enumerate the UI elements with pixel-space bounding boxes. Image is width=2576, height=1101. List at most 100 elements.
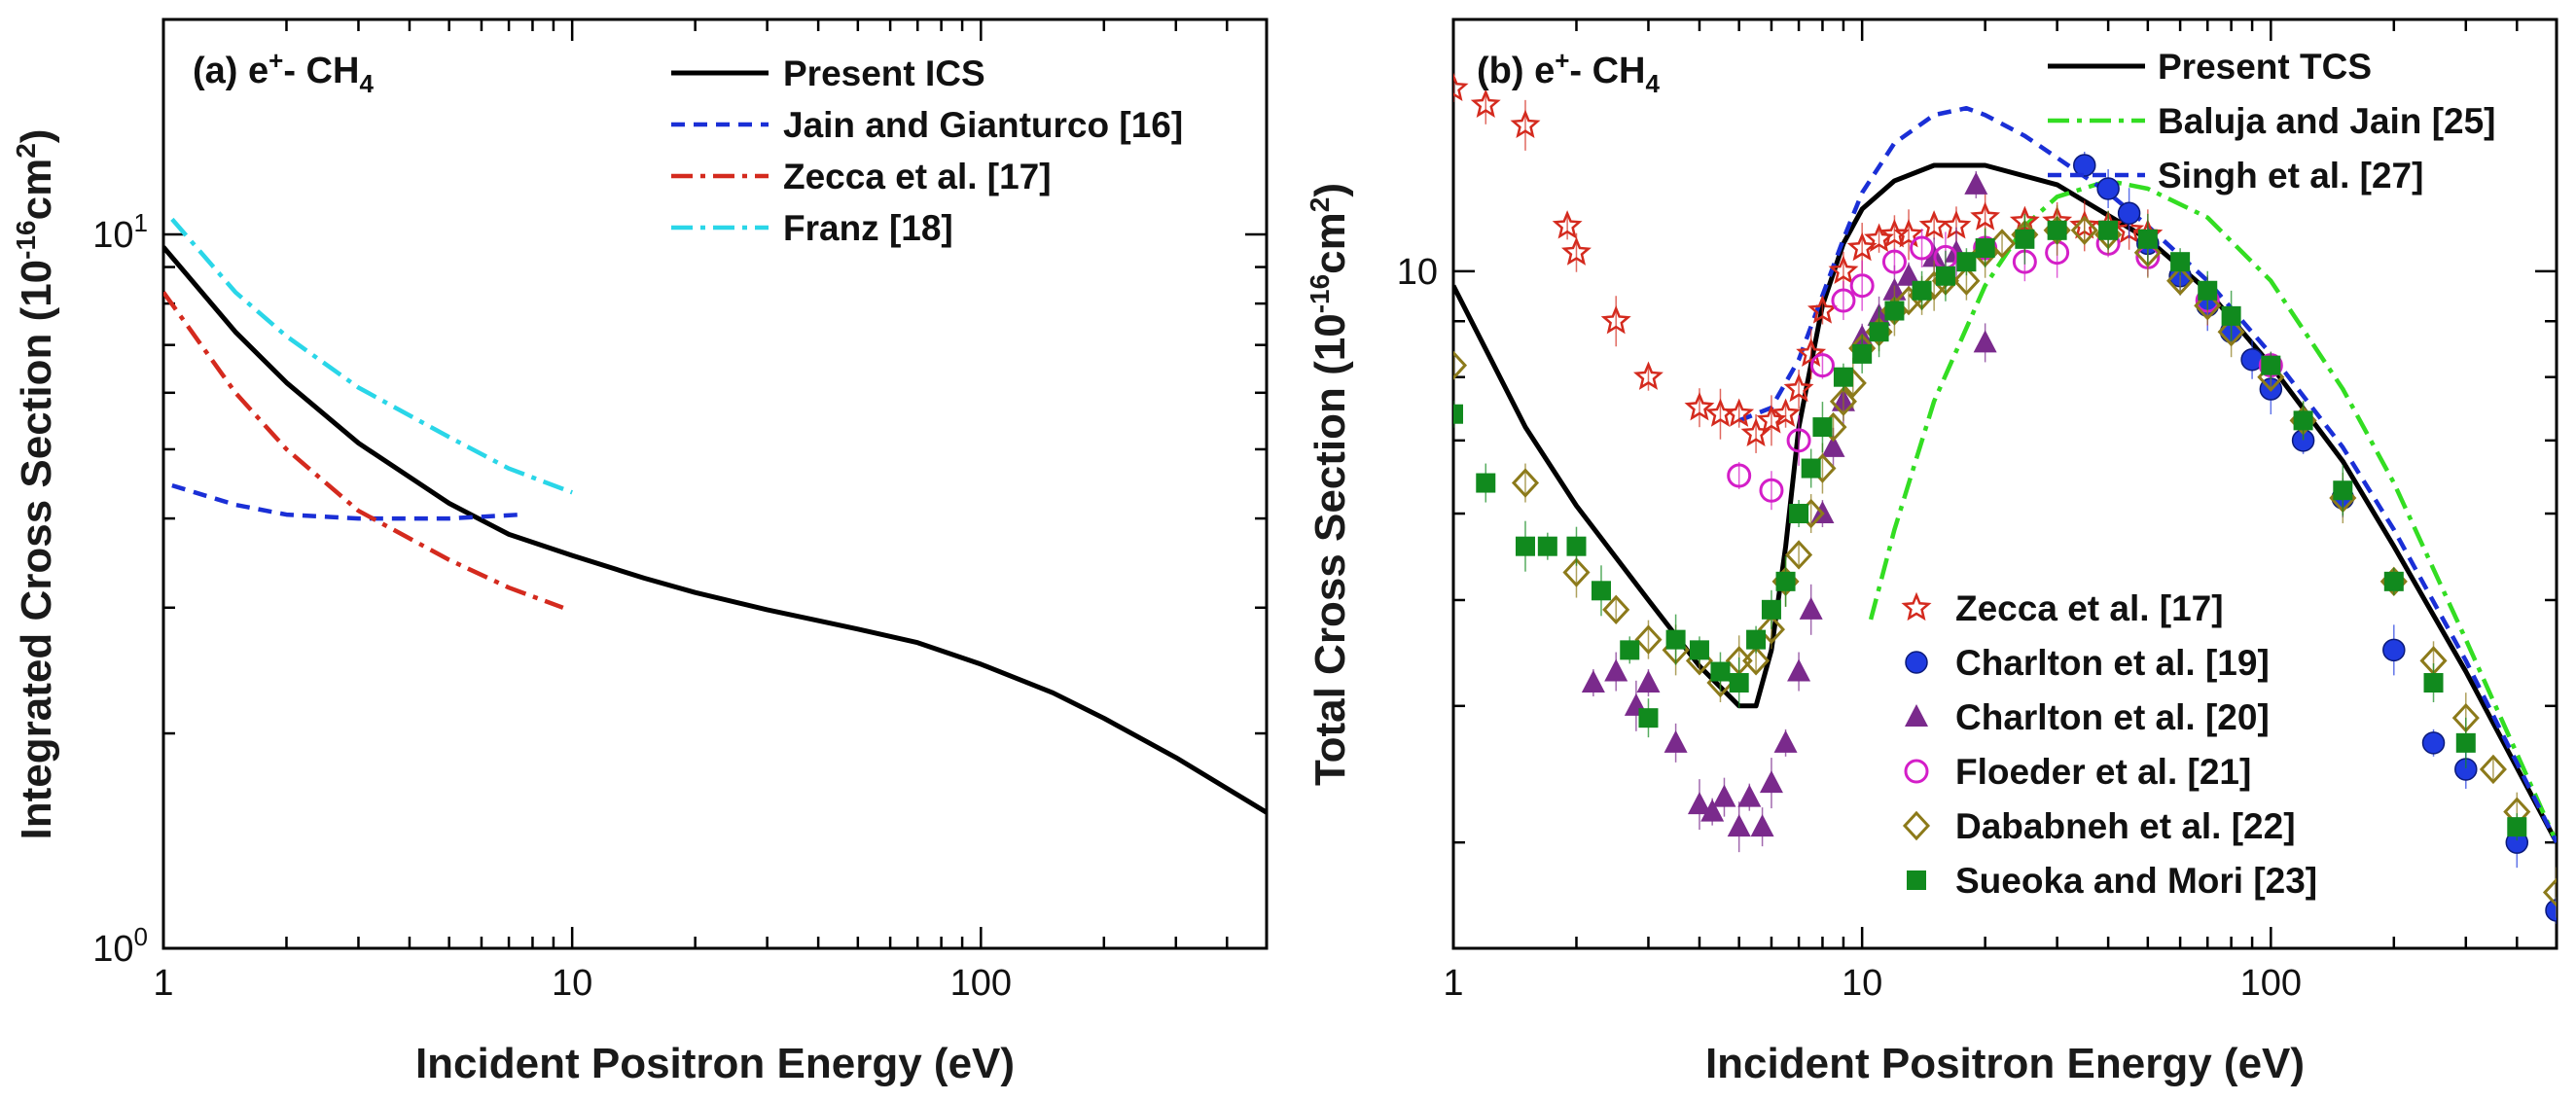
data-point [1591, 581, 1611, 601]
legend-label: Charlton et al. [20] [1955, 697, 2270, 737]
x-tick-label-b: 10 [1842, 963, 1882, 1004]
data-point [1789, 504, 1809, 524]
data-point [1552, 210, 1583, 239]
data-point [1724, 398, 1755, 427]
data-point [1869, 322, 1889, 342]
legend-label: Zecca et al. [17] [783, 157, 1052, 196]
data-point [1453, 404, 1463, 424]
data-point [2542, 877, 2557, 907]
data-point [2479, 754, 2507, 785]
data-point [1727, 814, 1751, 837]
data-point [1687, 792, 1711, 815]
data-point [2507, 817, 2527, 837]
legend-label: Sueoka and Mori [23] [1955, 861, 2317, 901]
data-point [2455, 732, 2476, 753]
series-zecca-et-al-17 [1453, 72, 2164, 453]
series-line-baluja-and-jain-25 [1868, 178, 2557, 844]
data-point [2117, 201, 2141, 225]
series-sueoka-and-mori-23 [1453, 210, 2527, 841]
data-point [1476, 473, 1496, 493]
legend-marker [1902, 810, 1931, 841]
data-point [1566, 536, 1587, 556]
plot-frame-b [1451, 18, 2558, 950]
data-point [1831, 288, 1856, 313]
data-point [1638, 708, 1659, 728]
data-point [1828, 255, 1859, 285]
data-point [1975, 238, 1995, 259]
data-point [1729, 673, 1749, 693]
legend-marker [1904, 759, 1929, 784]
series-line-singh-et-al-27 [1737, 105, 2557, 844]
x-axis-title-a: Incident Positron Energy (eV) [415, 1040, 1015, 1087]
data-point [1746, 629, 1767, 650]
y-tick-label-a: 100 [92, 922, 148, 970]
data-point [1761, 599, 1781, 620]
data-point [1964, 171, 1988, 195]
data-point [1935, 266, 1955, 286]
x-axis-title-b: Incident Positron Energy (eV) [1705, 1040, 2305, 1087]
panel-label-b: (b) e+- CH4 [1477, 46, 1661, 98]
data-point [1562, 557, 1591, 587]
data-point [1537, 536, 1557, 556]
legend-label: Jain and Gianturco [16] [783, 105, 1183, 145]
x-tick-label-b: 1 [1443, 963, 1463, 1004]
data-point [1757, 614, 1785, 645]
series-line-present-ics [163, 245, 1267, 815]
data-point [1773, 729, 1798, 753]
data-point [1912, 280, 1932, 301]
data-point [1910, 235, 1935, 261]
data-point [1970, 201, 2001, 231]
data-point [1956, 252, 1977, 272]
x-tick-label-a: 10 [552, 963, 592, 1004]
data-point [1759, 478, 1784, 503]
data-point [1665, 629, 1686, 650]
legend-label: Franz [18] [783, 208, 953, 248]
data-point [2194, 291, 2222, 321]
data-point [2261, 355, 2281, 375]
data-point [1684, 391, 1715, 421]
data-point [2198, 280, 2218, 301]
data-point [1884, 301, 1905, 321]
data-point [1620, 640, 1640, 660]
data-point [2545, 899, 2557, 922]
panel-label-a: (a) e+- CH4 [193, 46, 374, 98]
data-point [1852, 343, 1873, 364]
data-point [2383, 571, 2404, 591]
data-point [1807, 295, 1838, 324]
data-point [2333, 480, 2353, 501]
legend-label: Floeder et al. [21] [1955, 752, 2251, 792]
data-point [1812, 417, 1833, 438]
data-point [1881, 249, 1907, 274]
data-point [1750, 814, 1774, 837]
data-point [1632, 361, 1664, 390]
legend-label: Charlton et al. [19] [1955, 643, 2270, 683]
data-point [2098, 220, 2119, 240]
data-point [1700, 799, 1725, 822]
data-point [1634, 624, 1663, 655]
legend-marker [1905, 704, 1928, 727]
data-point [1453, 350, 1468, 380]
data-point [1759, 770, 1783, 794]
panel-b: 1 10 100 10 (b) e+- CH4 Present TCS Baluja a… [1305, 18, 2558, 1087]
data-point [1600, 304, 1631, 335]
y-axis-title-b: Total Cross Section (10-16cm2) [1305, 183, 1354, 786]
data-point [1821, 434, 1845, 457]
data-point [2096, 177, 2120, 200]
data-point [1511, 468, 1540, 498]
data-point [1785, 540, 1813, 570]
data-point [2015, 229, 2035, 249]
legend-label: Dababneh et al. [22] [1955, 806, 2296, 846]
legend-label: Present ICS [783, 53, 985, 93]
legend-marker [1905, 651, 1928, 674]
data-point [1897, 263, 1921, 286]
legend-label: Baluja and Jain [25] [2158, 101, 2496, 141]
panel-a: 1 10 100 100 101 (a) e+- CH4 Present ICS Jain… [11, 18, 1269, 1087]
x-tick-label-a: 100 [950, 963, 1012, 1004]
data-point [1893, 219, 1924, 248]
plot-frame-a [161, 18, 1269, 950]
legend-label: Zecca et al. [17] [1955, 588, 2224, 628]
data-point [1783, 373, 1814, 403]
data-point [1833, 367, 1853, 387]
data-point [2423, 673, 2444, 693]
data-point [1727, 463, 1752, 488]
